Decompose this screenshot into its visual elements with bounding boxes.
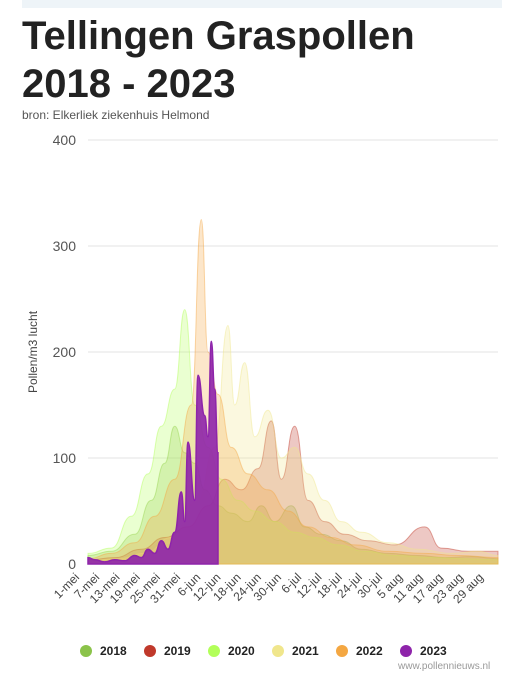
legend-item-2023[interactable]: 2023 <box>400 644 447 658</box>
y-tick-label: 100 <box>53 450 77 466</box>
series-layer <box>87 218 499 565</box>
y-tick-label: 0 <box>68 556 76 572</box>
y-tick-label: 300 <box>53 238 77 254</box>
legend-label: 2021 <box>292 644 319 658</box>
legend-item-2021[interactable]: 2021 <box>272 644 319 658</box>
chart-legend: 2018 2019 2020 2021 2022 2023 <box>0 644 522 664</box>
legend-item-2019[interactable]: 2019 <box>144 644 191 658</box>
watermark: www.pollennieuws.nl <box>398 661 491 672</box>
series-area-2023[interactable] <box>87 340 219 565</box>
legend-label: 2019 <box>164 644 191 658</box>
y-tick-label: 400 <box>53 132 77 148</box>
legend-swatch <box>80 645 92 657</box>
page-title: Tellingen Graspollen 2018 - 2023 <box>22 14 415 106</box>
top-bar <box>22 0 502 8</box>
legend-swatch <box>208 645 220 657</box>
axis-layer: 1-mei7-mei13-mei19-mei25-mei31-mei6-jun1… <box>51 570 486 606</box>
legend-swatch <box>144 645 156 657</box>
legend-swatch <box>400 645 412 657</box>
legend-item-2020[interactable]: 2020 <box>208 644 255 658</box>
legend-item-2022[interactable]: 2022 <box>336 644 383 658</box>
y-tick-label: 200 <box>53 344 77 360</box>
y-axis-label: Pollen/m3 lucht <box>26 310 40 393</box>
grid-layer: 0 100 200 300 400 <box>53 132 498 572</box>
legend-swatch <box>336 645 348 657</box>
legend-label: 2022 <box>356 644 383 658</box>
legend-label: 2023 <box>420 644 447 658</box>
legend-swatch <box>272 645 284 657</box>
source-label: bron: Elkerliek ziekenhuis Helmond <box>22 108 210 122</box>
legend-item-2018[interactable]: 2018 <box>80 644 127 658</box>
legend-label: 2018 <box>100 644 127 658</box>
pollen-chart: 0 100 200 300 400 1-mei7-mei13-mei19-mei25-m… <box>26 132 499 606</box>
legend-label: 2020 <box>228 644 255 658</box>
